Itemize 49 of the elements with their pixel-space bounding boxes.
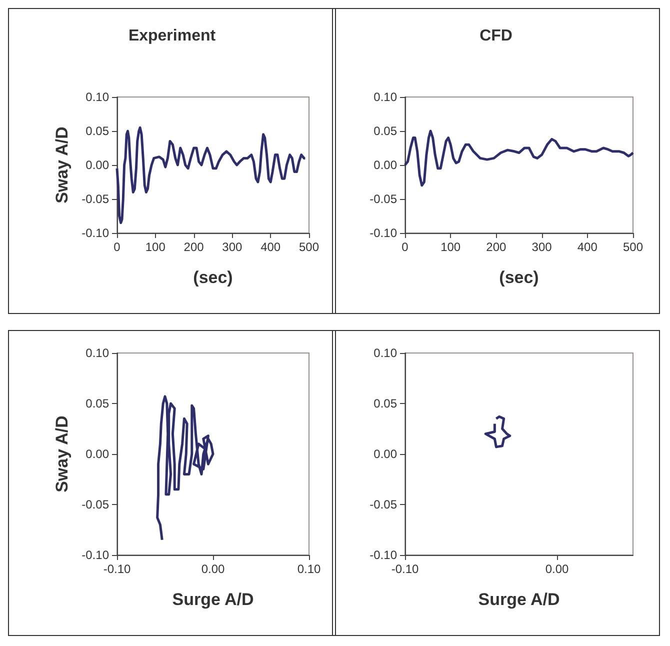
x-tick-label: 400 xyxy=(260,240,281,254)
x-tick-label: -0.10 xyxy=(391,562,419,576)
y-tick-label: -0.05 xyxy=(82,192,110,206)
y-tick-label: 0.05 xyxy=(374,124,398,138)
y-tick-label: -0.05 xyxy=(370,498,398,512)
x-tick-label: 200 xyxy=(184,240,204,254)
x-axis-title: (sec) xyxy=(499,268,539,287)
y-tick-label: -0.10 xyxy=(82,226,110,240)
line-series xyxy=(116,126,306,224)
y-tick-label: 0.00 xyxy=(374,447,398,461)
x-tick-label: 0.10 xyxy=(297,562,321,576)
y-tick-label: 0.00 xyxy=(86,158,110,172)
y-tick-label: 0.10 xyxy=(374,90,398,104)
x-tick-label: 0 xyxy=(402,240,409,254)
x-tick-label: 300 xyxy=(532,240,552,254)
y-tick-label: 0.10 xyxy=(374,346,398,360)
y-tick-label: -0.05 xyxy=(370,192,398,206)
x-axis-title: (sec) xyxy=(193,268,233,287)
x-tick-label: 300 xyxy=(222,240,243,254)
chart-title: CFD xyxy=(480,28,512,44)
y-tick-label: 0.05 xyxy=(86,124,110,138)
y-tick-label: -0.10 xyxy=(370,548,398,562)
y-tick-label: 0.05 xyxy=(374,396,398,410)
x-tick-label: -0.10 xyxy=(103,562,131,576)
y-tick-label: -0.05 xyxy=(82,498,110,512)
x-tick-label: 0.00 xyxy=(201,562,225,576)
line-series xyxy=(404,130,634,187)
y-axis-title: Sway A/D xyxy=(52,416,72,492)
x-tick-label: 400 xyxy=(577,240,598,254)
y-tick-label: 0.00 xyxy=(374,158,398,172)
x-tick-label: 0.00 xyxy=(545,562,569,576)
x-tick-label: 500 xyxy=(622,240,644,254)
y-tick-label: 0.10 xyxy=(86,346,110,360)
y-tick-label: -0.10 xyxy=(370,226,398,240)
y-tick-label: 0.05 xyxy=(86,396,110,410)
x-axis-title: Surge A/D xyxy=(172,590,254,609)
y-tick-label: -0.10 xyxy=(82,548,110,562)
x-tick-label: 100 xyxy=(145,240,166,254)
y-tick-label: 0.10 xyxy=(86,90,110,104)
x-tick-label: 0 xyxy=(114,240,121,254)
y-axis-title: Sway A/D xyxy=(52,126,72,204)
x-tick-label: 200 xyxy=(486,240,507,254)
line-series xyxy=(156,395,214,542)
x-axis-title: Surge A/D xyxy=(478,590,560,609)
chart-title: Experiment xyxy=(128,28,216,44)
y-tick-label: 0.00 xyxy=(86,447,110,461)
x-tick-label: 100 xyxy=(440,240,461,254)
x-tick-label: 500 xyxy=(298,240,320,254)
line-series xyxy=(484,415,512,448)
